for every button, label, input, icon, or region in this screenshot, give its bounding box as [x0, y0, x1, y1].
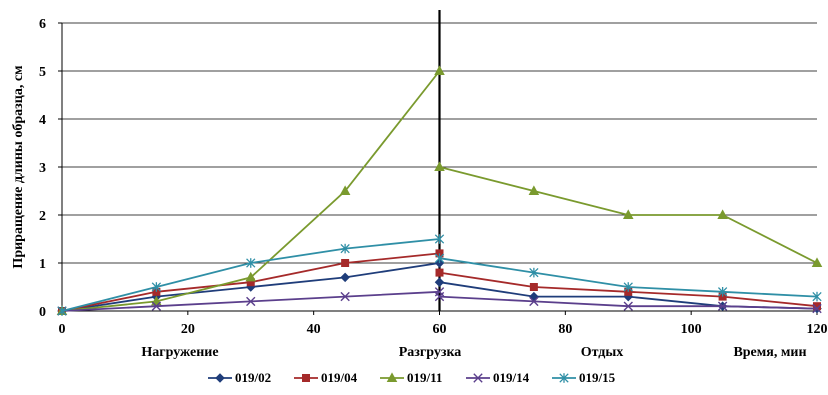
data-point-2-loading-4	[434, 65, 445, 75]
data-point-3-unloading-2	[623, 301, 633, 311]
data-point-3-loading-3-b	[340, 291, 350, 302]
data-point-2-unloading-2	[622, 209, 634, 220]
data-point-3-unloading-3	[717, 301, 728, 311]
data-point-3-unloading-0-b	[434, 291, 445, 302]
legend-marker-4	[559, 373, 569, 383]
legend-label-2: 019/11	[407, 370, 442, 385]
phase-label-2: Отдых	[581, 345, 624, 360]
data-point-3-loading-2-b	[246, 296, 256, 307]
legend-marker-3-b	[473, 373, 483, 383]
data-point-3-unloading-0	[434, 291, 445, 302]
data-point-2-unloading-4	[811, 257, 823, 268]
y-tick-label-2: 2	[39, 209, 46, 224]
legend-marker-2	[386, 372, 398, 383]
data-point-1-unloading-0	[435, 268, 444, 277]
data-point-4-loading-2	[246, 258, 256, 268]
data-point-3-unloading-1-b	[529, 296, 539, 307]
legend-entry-1: 019/04	[294, 370, 358, 385]
x-tick-label-1: 20	[181, 322, 195, 337]
data-point-1-loading-3	[341, 258, 350, 267]
phase-label-0: Нагружение	[141, 345, 218, 360]
data-point-4-unloading-4	[812, 291, 822, 302]
legend-label-1: 019/04	[321, 370, 358, 385]
legend-entry-4: 019/15	[552, 370, 616, 385]
legend-marker-3	[473, 373, 483, 383]
data-point-0-unloading-1	[529, 291, 539, 302]
data-point-2-loading-3	[339, 185, 351, 196]
legend-marker-1	[301, 373, 310, 382]
x-tick-label-6: 120	[807, 322, 828, 337]
legend-entry-2: 019/11	[380, 370, 442, 385]
data-point-3-unloading-2-b	[623, 301, 633, 311]
data-point-4-loading-0	[57, 306, 67, 316]
data-point-3-loading-2	[246, 296, 256, 307]
y-axis-label: Приращение длины образца, см	[11, 65, 26, 269]
data-point-4-loading-3	[340, 243, 350, 254]
data-point-0-unloading-0	[434, 277, 445, 287]
data-point-2-unloading-3	[717, 209, 728, 220]
data-point-3-loading-3	[340, 291, 350, 302]
series-019-14	[57, 287, 822, 316]
y-tick-label-5: 5	[39, 65, 46, 80]
data-point-3-unloading-4	[812, 303, 822, 314]
y-tick-label-6: 6	[39, 17, 46, 32]
y-tick-label-1: 1	[39, 257, 46, 272]
series-019-15	[57, 234, 822, 316]
data-point-4-unloading-1	[529, 267, 539, 278]
data-point-4-loading-4	[434, 234, 445, 244]
x-tick-label-4: 80	[558, 322, 572, 337]
phase-label-1: Разгрузка	[399, 345, 462, 360]
series-layer	[56, 65, 823, 316]
data-point-0-loading-3	[340, 272, 350, 283]
data-point-2-unloading-0	[434, 161, 445, 172]
data-point-3-unloading-1	[529, 296, 539, 307]
data-point-1-unloading-4	[813, 302, 822, 311]
data-point-2-loading-2	[245, 271, 257, 282]
y-tick-label-0: 0	[39, 305, 46, 320]
data-point-3-unloading-4-b	[812, 303, 822, 314]
y-tick-label-3: 3	[39, 161, 46, 176]
x-tick-label-2: 40	[307, 322, 321, 337]
x-tick-label-3: 60	[433, 322, 447, 337]
data-point-3-loading-1	[151, 301, 162, 311]
x-axis-label: Время, мин	[733, 345, 806, 360]
data-point-4-unloading-0	[434, 253, 445, 263]
legend-marker-0	[215, 373, 225, 383]
legend-label-4: 019/15	[579, 370, 616, 385]
series-019-11	[56, 65, 823, 316]
y-tick-label-4: 4	[39, 113, 46, 128]
data-point-2-unloading-1	[528, 185, 540, 196]
data-point-4-unloading-3	[717, 287, 728, 297]
label-layer: Приращение длины образца, см Нагружение Ра…	[11, 65, 807, 360]
data-point-4-loading-1	[151, 282, 162, 292]
legend-entry-3: 019/14	[466, 370, 530, 385]
data-point-1-unloading-1	[529, 282, 538, 291]
data-point-4-unloading-2	[623, 282, 633, 292]
data-point-3-loading-1-b	[151, 301, 162, 311]
data-point-3-unloading-3-b	[717, 301, 728, 311]
legend-label-0: 019/02	[235, 370, 271, 385]
data-point-2-loading-1	[151, 295, 162, 306]
x-tick-label-5: 100	[681, 322, 702, 337]
legend-label-3: 019/14	[493, 370, 530, 385]
legend-layer: 019/02 019/04 019/11 019/14 019/15	[208, 370, 616, 385]
legend-entry-0: 019/02	[208, 370, 271, 385]
x-tick-label-0: 0	[59, 322, 66, 337]
